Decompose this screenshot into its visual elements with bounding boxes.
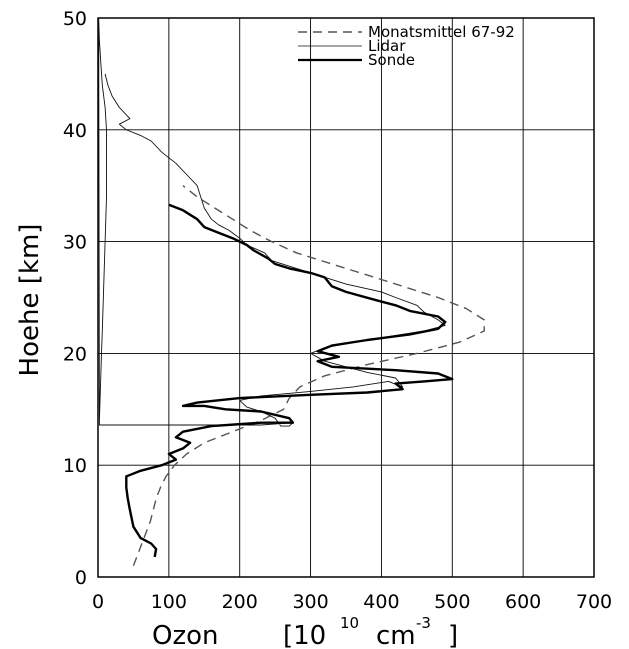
plot-frame [97, 17, 595, 578]
series-lines [98, 17, 485, 567]
grid-lines [98, 18, 594, 577]
x-tick-label: 300 [292, 591, 328, 613]
y-axis-title: Hoehe [km] [15, 224, 45, 377]
legend-label-lidar: Lidar [368, 37, 406, 55]
x-axis-title-word: Ozon [152, 621, 219, 649]
x-tick-label: 100 [151, 591, 187, 613]
x-tick-label: 700 [576, 591, 612, 613]
x-axis-unit-close: ] [448, 621, 458, 649]
x-tick-label: 0 [92, 591, 104, 613]
x-axis-unit-exponent: 10 [340, 614, 359, 632]
y-tick-label: 50 [63, 8, 87, 30]
y-tick-labels: 0 10 20 30 40 50 [63, 8, 87, 589]
x-axis-title: Ozon [10 10 cm -3 ] [152, 614, 458, 649]
x-tick-label: 500 [434, 591, 470, 613]
legend-label-sonde: Sonde [368, 51, 415, 69]
y-tick-label: 40 [63, 120, 87, 142]
legend: Monatsmittel 67-92 Lidar Sonde [298, 23, 515, 69]
x-axis-unit-open: [10 [283, 621, 326, 649]
x-tick-label: 600 [505, 591, 541, 613]
series-line-monatsmittel-67-92 [132, 185, 485, 567]
y-tick-label: 20 [63, 343, 87, 365]
legend-label-monatsmittel: Monatsmittel 67-92 [368, 23, 515, 41]
x-tick-label: 400 [363, 591, 399, 613]
y-tick-label: 10 [63, 455, 87, 477]
series-line-lidar [98, 17, 446, 427]
y-tick-label: 30 [63, 232, 87, 254]
x-axis-unit-exponent-2: -3 [416, 614, 431, 632]
x-axis-unit-cm: cm [376, 621, 416, 649]
x-tick-labels: 0 100 200 300 400 500 600 700 [92, 591, 612, 613]
x-tick-label: 200 [222, 591, 258, 613]
series-line-sonde [125, 203, 454, 558]
y-tick-label: 0 [75, 567, 87, 589]
